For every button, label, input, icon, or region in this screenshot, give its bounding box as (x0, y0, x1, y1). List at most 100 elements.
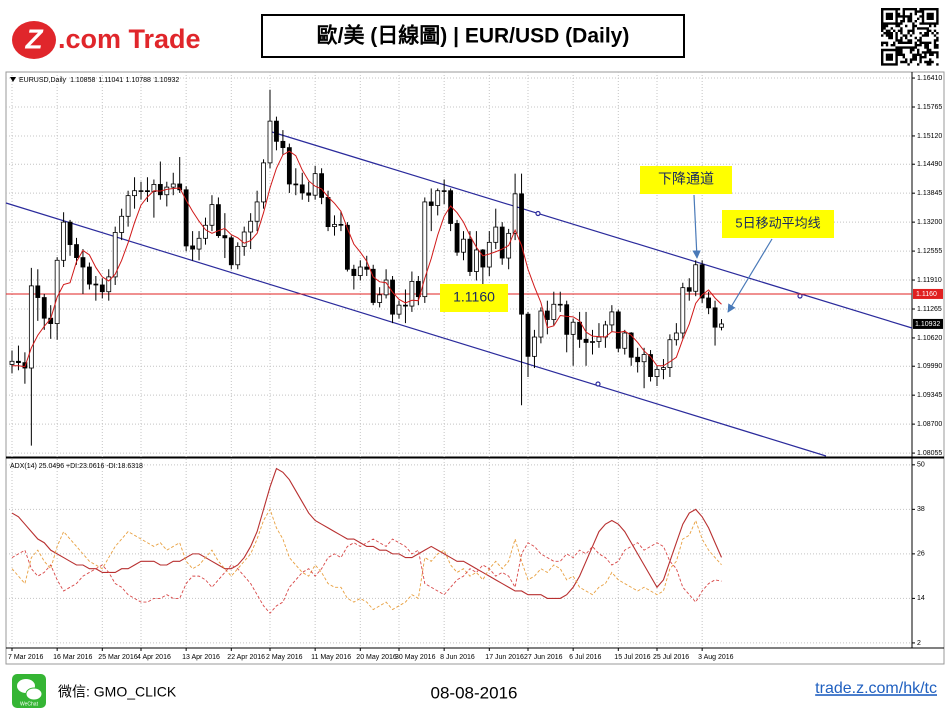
x-tick-label: 2 May 2016 (266, 654, 303, 661)
candle-body (54, 259, 60, 324)
x-tick-label: 17 Jun 2016 (485, 654, 524, 661)
y-tick-label: 1.12555 (917, 248, 942, 255)
candle-body (16, 360, 21, 364)
wechat-bubble (25, 687, 43, 701)
y-tick-label: 1.11910 (917, 277, 942, 284)
header-triangle (10, 77, 16, 82)
level-annotation: 1.1160 (453, 289, 495, 305)
annotation-arrow (727, 238, 773, 313)
candle-body (428, 201, 434, 206)
wechat-id: 微信: GMO_CLICK (58, 684, 177, 700)
candle-body (525, 313, 531, 357)
level-tag (913, 288, 943, 299)
candle-body (706, 297, 711, 309)
indicator-line (11, 508, 722, 611)
candle-body (667, 339, 673, 368)
candle-body (306, 192, 312, 196)
candle-body (41, 297, 47, 319)
x-tick-label: 6 Jul 2016 (569, 654, 601, 661)
y-tick-label: 50 (917, 462, 925, 469)
price-tag (913, 318, 943, 329)
close: 1.10932 (154, 77, 179, 84)
channel-upper (271, 131, 913, 329)
y-tick-label: 2 (917, 640, 921, 647)
candle-body (577, 321, 582, 340)
candle-body (164, 186, 170, 196)
y-tick-label: 1.08055 (917, 450, 942, 457)
candle-body (293, 183, 299, 186)
candle-body (615, 311, 621, 349)
y-tick-label: 1.09345 (917, 392, 942, 399)
x-tick-label: 27 Jun 2016 (524, 654, 563, 661)
candle-body (61, 221, 66, 261)
candle-body (132, 190, 137, 197)
candle-body (28, 285, 34, 369)
candle-body (190, 245, 196, 250)
candle-body (648, 354, 653, 377)
x-tick-label: 25 Mar 2016 (98, 654, 137, 661)
candle-body (267, 120, 273, 164)
candle-body (390, 279, 395, 315)
candle-body (622, 332, 628, 349)
channel-anchor (535, 210, 541, 217)
candle-body (415, 280, 421, 298)
candle-body (357, 266, 363, 276)
price-tag-label: 1.10932 (915, 321, 940, 328)
candle-body (493, 226, 499, 243)
candle-body (512, 193, 518, 234)
indicator-line (11, 467, 723, 599)
y-tick-label: 1.11265 (917, 306, 942, 313)
candle-body (564, 304, 570, 335)
logo-letter: Z (24, 23, 43, 54)
channel-anchor (797, 293, 803, 299)
candle-body (286, 147, 292, 185)
annotation-arrow (692, 194, 701, 259)
candle-body (461, 238, 466, 253)
title: 歐/美 (日線圖) | EUR/USD (Daily) (317, 24, 630, 48)
y-tick-label: 14 (917, 595, 925, 602)
x-tick-label: 15 Jul 2016 (614, 654, 650, 661)
candle-body (654, 368, 660, 377)
symbol: EURUSD,Daily (19, 77, 67, 84)
candle-body (248, 220, 254, 233)
logo-text: .com Trade (58, 24, 201, 54)
candle-body (241, 231, 247, 247)
svg-text:WeChat: WeChat (20, 701, 39, 707)
candle-body (551, 303, 557, 320)
candle-body (396, 304, 402, 315)
candle-body (686, 287, 692, 292)
candle-body (261, 162, 266, 203)
x-tick-label: 4 Apr 2016 (137, 654, 171, 661)
candle-body (157, 184, 163, 196)
logo: Z .com Trade (12, 21, 201, 59)
candle-body (332, 223, 337, 228)
candle-body (177, 183, 183, 191)
candle-body (544, 310, 550, 320)
candle-body (203, 224, 208, 239)
candle-body (151, 184, 157, 193)
x-tick-label: 8 Jun 2016 (440, 654, 475, 661)
y-tick-label: 26 (917, 551, 925, 558)
candle-body (222, 235, 228, 239)
y-tick-label: 1.16410 (917, 75, 942, 82)
y-tick-label: 1.15120 (917, 133, 942, 140)
candle-body (448, 190, 454, 224)
candle-body (538, 310, 544, 338)
annotation-box (640, 166, 732, 194)
plot: 1.1160 1.10932 (6, 89, 943, 614)
candle-body (499, 226, 505, 259)
y-tick-label: 38 (917, 506, 925, 513)
y-tick-label: 1.14490 (917, 161, 942, 168)
site-link[interactable]: trade.z.com/hk/tc (815, 680, 937, 697)
candle-body (422, 201, 428, 298)
grid: 1.16410 1.15765 1.15120 1.14490 1.13845 1.132… (6, 72, 942, 661)
candle-body (454, 223, 460, 253)
y-tick-label: 1.09990 (917, 363, 942, 370)
high: 1.11041 (98, 77, 123, 84)
x-tick-label: 22 Apr 2016 (227, 654, 265, 661)
candle-body (196, 237, 202, 250)
candle-body (145, 190, 150, 193)
candle-body (112, 232, 118, 278)
y-tick-label: 1.15765 (917, 104, 942, 111)
candle-body (435, 190, 441, 206)
